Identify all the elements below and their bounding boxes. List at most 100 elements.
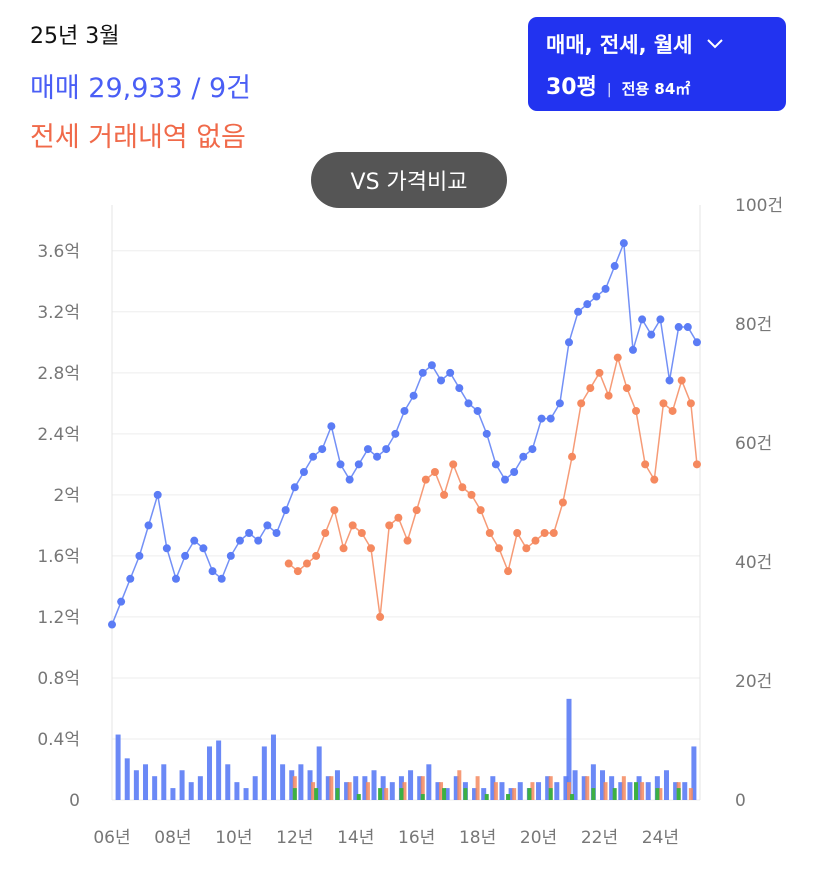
sale-volume-bar [371,770,377,800]
sale-volume-bar [645,782,651,800]
sale-volume-bar [581,776,587,800]
jeonse_price-point [577,399,586,408]
jeonse_price-point [650,475,659,484]
sale-volume-bar [334,770,340,800]
sale-volume-bar [124,758,130,800]
sale-volume-bar [115,734,121,800]
sale_price-point [473,406,482,415]
sale-volume-bar [572,770,578,800]
jeonse_price-point [513,529,522,538]
sale-volume-bar [353,776,359,800]
sale-volume-bar [325,776,331,800]
sale_price-point [190,536,199,545]
jeonse_price-point [476,506,485,515]
jeonse_price-point [668,406,677,415]
sale_price-point [373,452,382,461]
sale-volume-bar [133,770,139,800]
jeonse-volume-bar [420,776,425,800]
jeonse_price-point [692,460,701,469]
area-label: 전용 84㎡ [621,80,691,98]
sale-volume-bar [490,776,496,800]
sale_price-point [144,521,153,530]
jeonse-volume-bar [347,782,352,800]
jeonse_price-point [604,391,613,400]
jeonse-volume-bar [439,782,444,800]
sale-volume-bar [152,776,158,800]
jeonse_price-point [467,490,476,499]
sale_price-point [528,445,537,454]
sale_price-point [108,620,116,629]
sale_price-point [162,544,171,553]
sale-volume-bar [426,764,432,800]
jeonse_price-line [288,354,698,618]
sale_price-point [592,292,601,301]
sale-volume-bar [280,764,286,800]
monthly-volume-bar [634,782,639,800]
jeonse_price-point [485,529,494,538]
x-tick-label: 06년 [93,828,130,848]
jeonse-volume-bar [530,782,535,800]
sale-volume-bar [435,782,441,800]
sale-volume-bar [417,776,423,800]
separator: | [606,82,612,98]
sale_price-point [437,376,446,385]
jeonse_price-point [357,529,366,538]
sale-volume-bar [316,746,322,800]
sale_price-point [208,567,217,576]
jeonse_price-point [458,483,467,492]
sale_price-point [610,262,619,271]
jeonse-volume-bar [512,788,517,800]
sale-volume-bar [252,776,258,800]
sale-volume-bar [289,770,295,800]
y-left-tick-label: 1.6억 [37,547,80,567]
y-right-tick-label: 80건 [735,315,772,335]
y-left-tick-label: 2.8억 [37,364,80,384]
jeonse_price-point [284,559,293,568]
y-left-tick-label: 3.6억 [37,242,80,262]
jeonse_price-point [312,551,321,560]
sale-volume-bar [143,764,149,800]
sale_price-point [446,368,455,377]
sale-volume-bar [636,776,642,800]
sale_price-point [464,399,473,408]
y-left-tick-label: 1.2억 [37,608,80,628]
sale-volume-bar [444,788,450,800]
jeonse_price-point [385,521,394,530]
jeonse-summary: 전세 거래내역 없음 [30,122,246,153]
sale_price-point [117,597,126,606]
jeonse-volume-bar [621,776,626,800]
sale-volume-bar [408,770,414,800]
jeonse_price-point [641,460,650,469]
y-right-tick-label: 20건 [735,672,772,692]
deal-filter-button[interactable]: 매매, 전세, 월세 30평 | 전용 84㎡ [528,17,786,111]
sale-volume-bar [682,782,688,800]
sale_price-point [336,460,345,469]
sale-volume-bar [566,698,572,800]
sale-volume-bar [170,788,176,800]
sale_price-point [226,551,235,560]
sale-volume-bar [298,764,304,800]
sale-volume-bar [663,770,669,800]
compare-price-button[interactable]: VS 가격비교 [311,152,507,208]
sale_price-point [382,445,391,454]
monthly-volume-bar [292,788,297,800]
deal-types-label: 매매, 전세, 월세 [546,33,693,57]
jeonse_price-point [522,544,531,553]
sale-volume-bar [307,770,313,800]
jeonse-volume-bar [475,776,480,800]
sale-volume-bar [243,788,249,800]
jeonse_price-point [440,490,449,499]
sale-volume-bar [179,770,185,800]
y-right-tick-label: 0 [735,791,746,811]
sale_price-point [409,391,418,400]
sale_price-point [181,551,190,560]
sale_price-point [171,574,180,583]
x-tick-label: 22년 [581,828,618,848]
sale-volume-bar [225,764,231,800]
sale_price-point [254,536,263,545]
jeonse_price-point [430,467,439,476]
sale_price-point [299,467,308,476]
monthly-volume-bar [591,788,596,800]
jeonse-volume-bar [365,782,370,800]
y-right-tick-label: 100건 [735,196,783,216]
